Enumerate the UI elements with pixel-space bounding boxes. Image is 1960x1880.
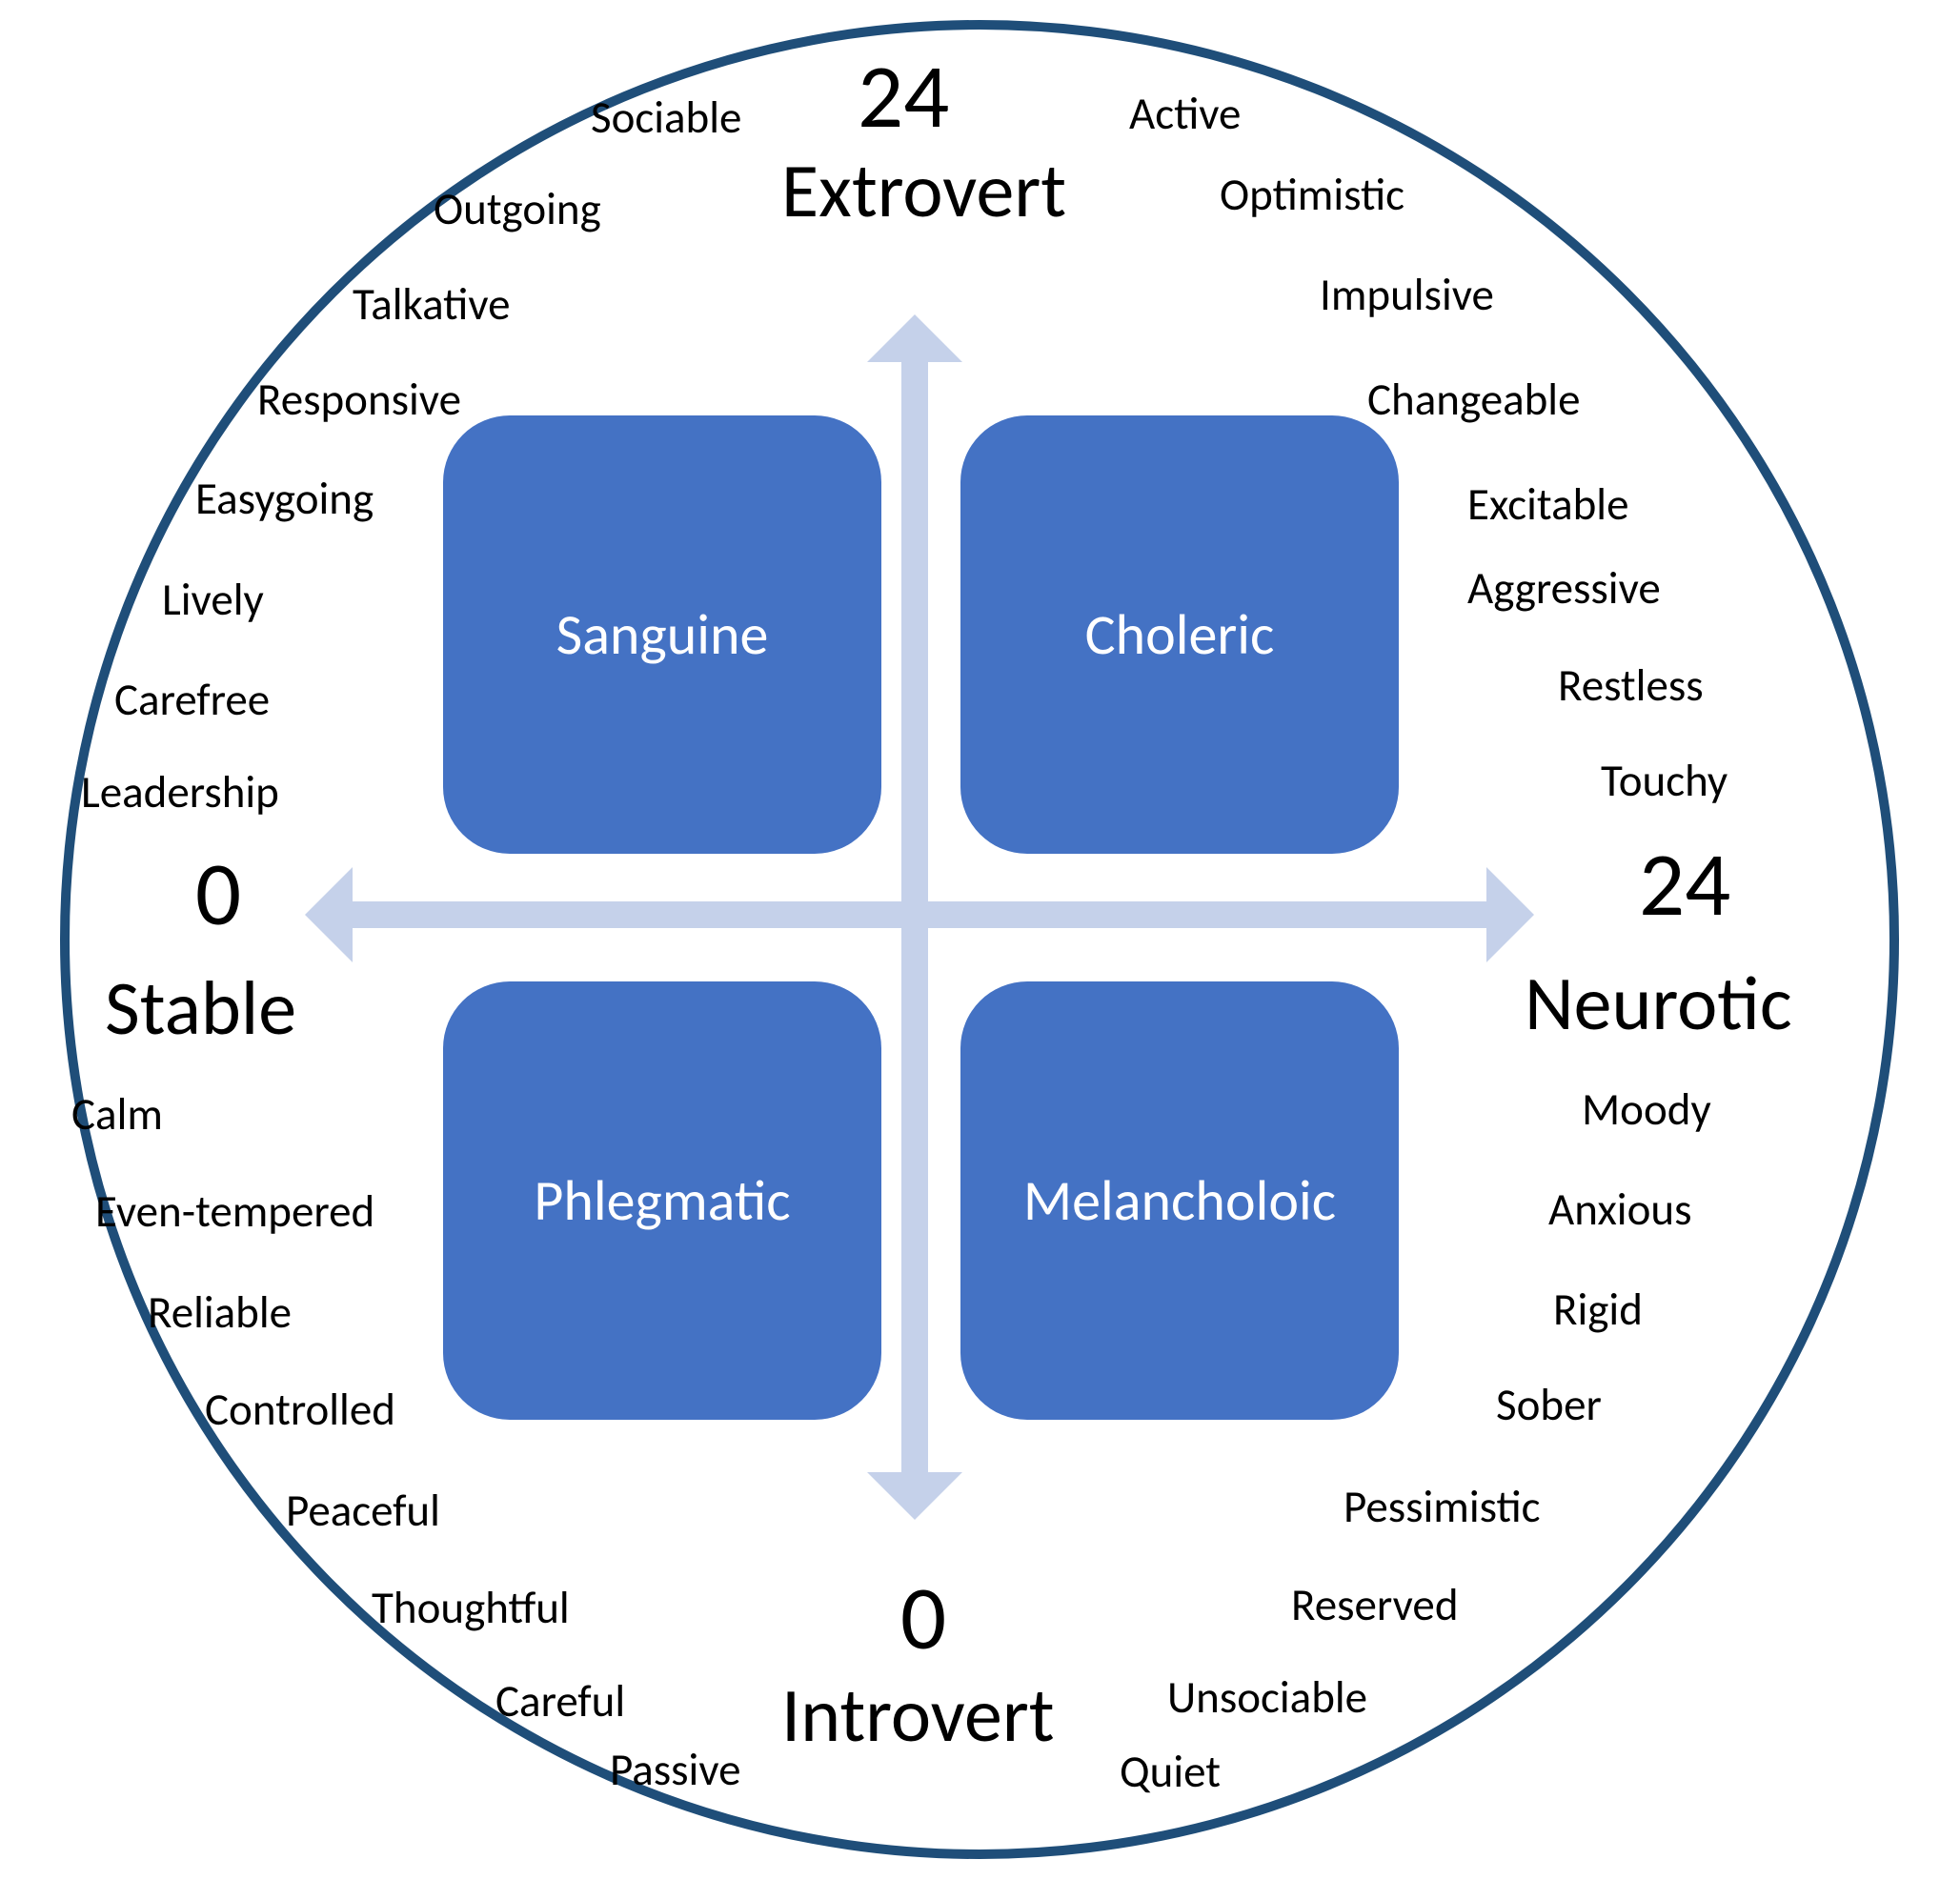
trait-word: Passive (610, 1742, 741, 1797)
trait-word: Restless (1558, 657, 1704, 713)
trait-word: Changeable (1367, 372, 1580, 427)
quadrant-label: Phlegmatic (534, 1166, 790, 1236)
trait-word: Controlled (205, 1382, 395, 1437)
trait-word: Sober (1496, 1377, 1602, 1432)
trait-word: Responsive (257, 372, 461, 427)
quadrant-sanguine: Sanguine (443, 415, 881, 854)
axis-number-left: 0 (195, 839, 241, 949)
trait-word: Carefree (114, 672, 270, 727)
trait-word: Careful (495, 1673, 625, 1728)
quadrant-label: Choleric (1085, 600, 1275, 670)
trait-word: Sociable (591, 90, 741, 145)
trait-word: Thoughtful (372, 1580, 570, 1635)
trait-word: Touchy (1601, 753, 1728, 808)
quadrant-phlegmatic: Phlegmatic (443, 981, 881, 1420)
axis-number-bottom: 0 (900, 1563, 946, 1673)
trait-word: Easygoing (195, 471, 374, 526)
trait-word: Rigid (1553, 1282, 1643, 1337)
quadrant-label: Sanguine (556, 600, 769, 670)
axis-label-extrovert: Extrovert (781, 145, 1066, 237)
axis-number-top: 24 (858, 41, 949, 152)
trait-word: Calm (71, 1086, 163, 1142)
trait-word: Quiet (1120, 1744, 1221, 1799)
temperament-diagram: Sanguine Choleric Phlegmatic Melancholoic 2… (0, 0, 1960, 1880)
trait-word: Leadership (81, 764, 279, 819)
trait-word: Active (1129, 86, 1241, 141)
trait-word: Reserved (1291, 1577, 1459, 1632)
trait-word: Anxious (1548, 1182, 1691, 1237)
trait-word: Outgoing (434, 181, 601, 236)
trait-word: Excitable (1467, 476, 1628, 532)
trait-word: Unsociable (1167, 1669, 1367, 1725)
quadrant-choleric: Choleric (960, 415, 1399, 854)
axis-label-neurotic: Neurotic (1525, 958, 1792, 1050)
trait-word: Lively (162, 572, 264, 627)
trait-word: Even-tempered (95, 1183, 374, 1239)
trait-word: Impulsive (1320, 267, 1494, 322)
trait-word: Reliable (148, 1284, 292, 1340)
trait-word: Peaceful (286, 1483, 440, 1538)
axis-number-right: 24 (1639, 829, 1730, 940)
trait-word: Aggressive (1467, 560, 1661, 616)
axis-label-introvert: Introvert (781, 1669, 1055, 1762)
trait-word: Moody (1582, 1082, 1711, 1137)
trait-word: Optimistic (1220, 167, 1404, 222)
axis-label-stable: Stable (105, 962, 296, 1055)
quadrant-melancholoic: Melancholoic (960, 981, 1399, 1420)
trait-word: Pessimistic (1344, 1479, 1541, 1534)
trait-word: Talkative (353, 276, 511, 332)
quadrant-label: Melancholoic (1023, 1166, 1336, 1236)
